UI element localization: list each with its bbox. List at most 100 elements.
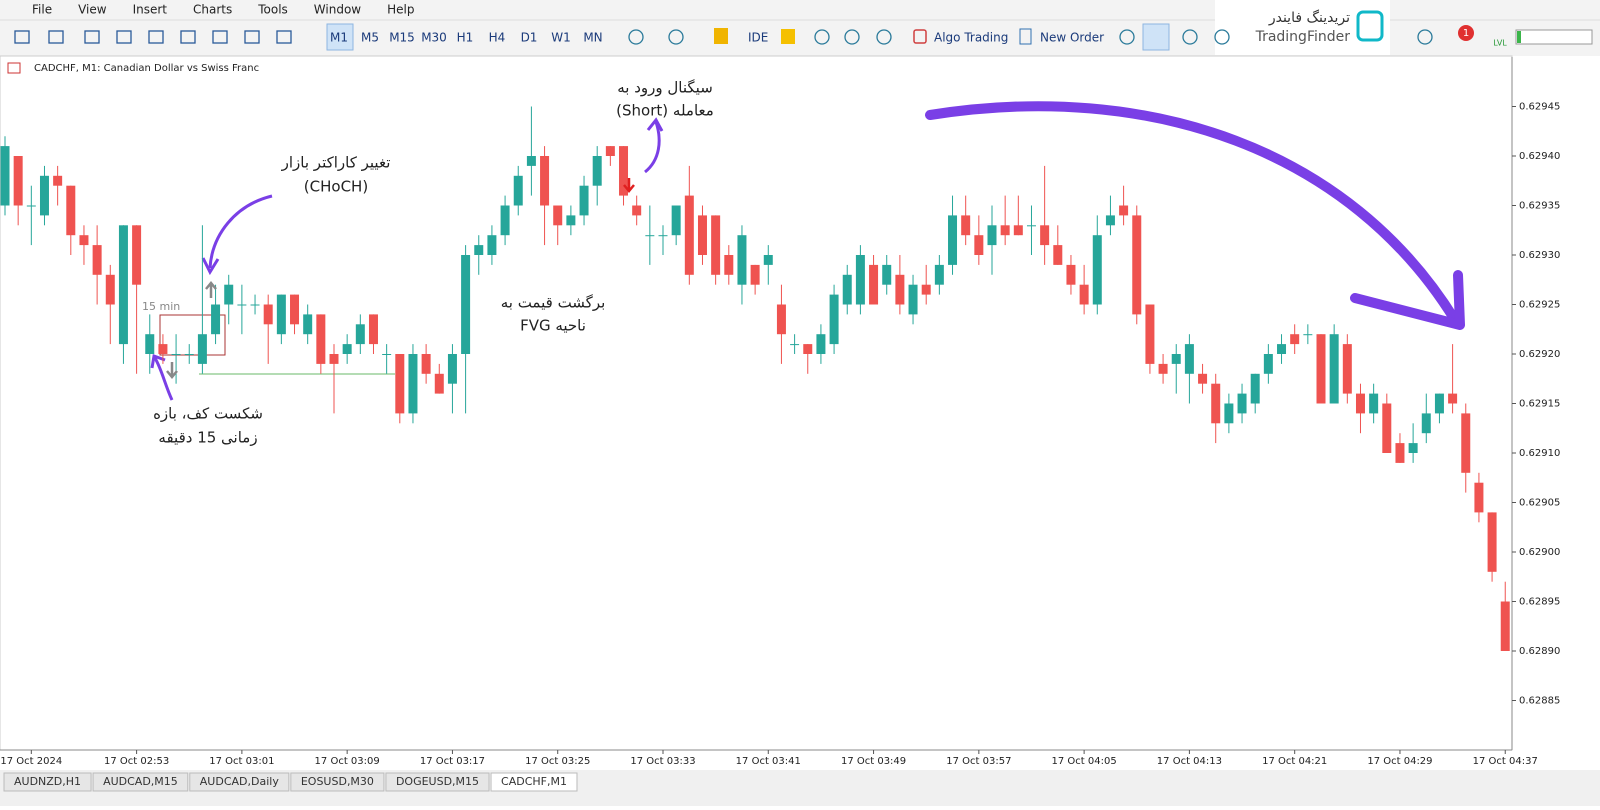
tool-icon[interactable] <box>148 30 164 44</box>
candle-body <box>1434 393 1444 414</box>
candle-body <box>895 274 905 305</box>
candle-body <box>13 156 23 206</box>
tool-icon[interactable] <box>180 30 196 44</box>
tool-icon[interactable] <box>814 29 830 45</box>
y-tick-label: 0.62935 <box>1519 201 1560 212</box>
candle-body <box>842 274 852 305</box>
menu-item[interactable]: Window <box>314 3 362 17</box>
badge <box>1458 25 1474 41</box>
x-tick-label: 17 Oct 02:53 <box>104 756 169 767</box>
tool-icon[interactable] <box>116 30 132 44</box>
candle-body <box>1145 304 1155 364</box>
candle-body <box>908 284 918 315</box>
tool-icon[interactable] <box>844 29 860 45</box>
arrow-head <box>150 353 166 369</box>
new-order-button[interactable]: New Order <box>1040 31 1104 45</box>
candle-body <box>829 294 839 345</box>
candle-body <box>1421 413 1431 434</box>
candle-body <box>605 146 615 156</box>
annotations: سیگنال ورود به معامله (Short) تغییر کارا… <box>153 79 714 447</box>
tool-icon[interactable] <box>14 30 30 44</box>
candle-body <box>66 185 76 236</box>
candle-body <box>132 225 142 285</box>
candle-body <box>579 185 589 216</box>
tool-icon[interactable] <box>212 30 228 44</box>
tab-label: AUDCAD,Daily <box>200 775 280 788</box>
x-tick-label: 17 Oct 04:05 <box>1052 756 1117 767</box>
candle-body <box>1500 601 1510 651</box>
menu-item[interactable]: View <box>78 3 107 17</box>
tab-background <box>189 772 290 792</box>
timeframe-button[interactable]: H4 <box>489 31 506 45</box>
x-tick-label: 17 Oct 04:13 <box>1157 756 1222 767</box>
candle-body <box>1040 225 1050 246</box>
candle-body <box>974 235 984 255</box>
tool-icon[interactable] <box>628 29 644 45</box>
candle-body <box>1382 403 1392 453</box>
candle-body <box>658 235 668 237</box>
tab-label: DOGEUSD,M15 <box>396 775 479 788</box>
timeframe-button[interactable]: H1 <box>457 31 474 45</box>
tool-icon[interactable] <box>1119 29 1135 45</box>
tool-icon[interactable] <box>48 30 64 44</box>
candle-body <box>711 215 721 275</box>
timeframe-button[interactable]: D1 <box>521 31 538 45</box>
tool-icon[interactable] <box>244 30 260 44</box>
menu-item[interactable]: Help <box>387 3 414 17</box>
tool-icon[interactable] <box>1214 29 1230 45</box>
candle-body <box>1342 344 1352 394</box>
tab-background <box>385 772 490 792</box>
box-label: 15 min <box>142 300 180 313</box>
timeframe-button[interactable]: M30 <box>421 31 447 45</box>
level-fill <box>1517 31 1521 43</box>
timeframe-button[interactable]: W1 <box>551 31 571 45</box>
y-tick-label: 0.62890 <box>1519 646 1560 657</box>
candle-body <box>1329 334 1339 404</box>
candle-body <box>197 334 207 364</box>
timeframe-button[interactable]: MN <box>583 31 602 45</box>
tab[interactable]: DOGEUSD,M15 <box>385 772 490 792</box>
menu-item[interactable]: File <box>32 3 52 17</box>
menu-item[interactable]: Insert <box>133 3 168 17</box>
candle-body <box>882 264 892 285</box>
tool-icon[interactable] <box>1182 29 1198 45</box>
menu-item[interactable]: Tools <box>257 3 288 17</box>
tool-icon[interactable] <box>1417 29 1433 45</box>
candle-body <box>1000 225 1010 236</box>
tab[interactable]: CADCHF,M1 <box>490 772 578 792</box>
timeframe-button[interactable]: M15 <box>389 31 415 45</box>
y-tick-label: 0.62925 <box>1519 300 1560 311</box>
candle-body <box>1198 373 1208 384</box>
candle-body <box>316 314 326 364</box>
tool-icon[interactable] <box>84 30 100 44</box>
timeframe-button[interactable]: M1 <box>330 31 348 45</box>
menu-item[interactable]: Charts <box>193 3 232 17</box>
x-tick-label: 17 Oct 03:01 <box>209 756 274 767</box>
candle-body <box>1053 245 1063 265</box>
tab[interactable]: AUDCAD,M15 <box>92 772 189 792</box>
tab-label: AUDNZD,H1 <box>14 775 81 788</box>
y-tick-label: 0.62910 <box>1519 448 1560 459</box>
tool-icon[interactable] <box>276 30 292 44</box>
candle-body <box>513 175 523 206</box>
candle-body <box>1184 344 1194 374</box>
candle-body <box>1079 284 1089 305</box>
candle-body <box>1474 482 1484 513</box>
candle-body <box>500 205 510 236</box>
ide-button[interactable]: IDE <box>748 31 768 45</box>
candle-body <box>566 215 576 226</box>
candle-body <box>461 255 471 354</box>
timeframe-button[interactable]: M5 <box>361 31 379 45</box>
tab[interactable]: EOSUSD,M30 <box>290 772 385 792</box>
tab[interactable]: AUDNZD,H1 <box>3 772 92 792</box>
tool-icon[interactable] <box>668 29 684 45</box>
tab[interactable]: AUDCAD,Daily <box>189 772 290 792</box>
candle-body <box>1119 205 1129 216</box>
chart-icon <box>7 62 21 74</box>
algo-trading-button[interactable]: Algo Trading <box>934 31 1008 45</box>
candle-body <box>434 373 444 394</box>
y-tick-label: 0.62945 <box>1519 102 1560 113</box>
tool-icon[interactable] <box>876 29 892 45</box>
candle-body <box>553 205 563 226</box>
signal-arrow <box>644 121 661 174</box>
